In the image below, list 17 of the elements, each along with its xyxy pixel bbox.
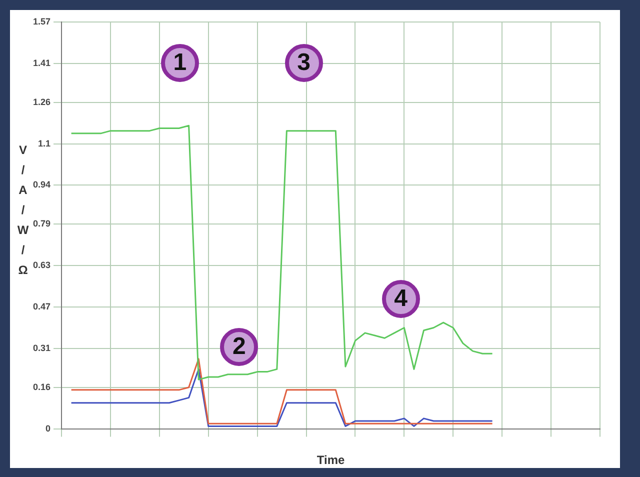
y-axis-title: V/A/W/Ω: [16, 142, 30, 279]
y-tick-label: 1.26: [32, 96, 51, 107]
y-tick-label: 0.94: [32, 180, 51, 190]
y-tick-label: 1.41: [32, 58, 51, 68]
y-tick-label: 1.57: [32, 16, 51, 26]
y-tick-label: 0.47: [32, 302, 51, 312]
y-tick-label: 0.63: [32, 260, 51, 270]
annotation: 4: [382, 280, 420, 318]
y-tick-label: 0.79: [32, 218, 51, 229]
y-tick-label: 0: [46, 423, 51, 434]
y-tick-label: 0.16: [32, 382, 51, 392]
annotation: 1: [160, 44, 199, 82]
x-axis-title: Time: [316, 453, 345, 468]
y-tick-label: 0.31: [32, 342, 51, 353]
annotation: 2: [220, 328, 258, 366]
y-tick-label: 1.1: [38, 138, 51, 148]
annotation: 3: [284, 44, 323, 82]
